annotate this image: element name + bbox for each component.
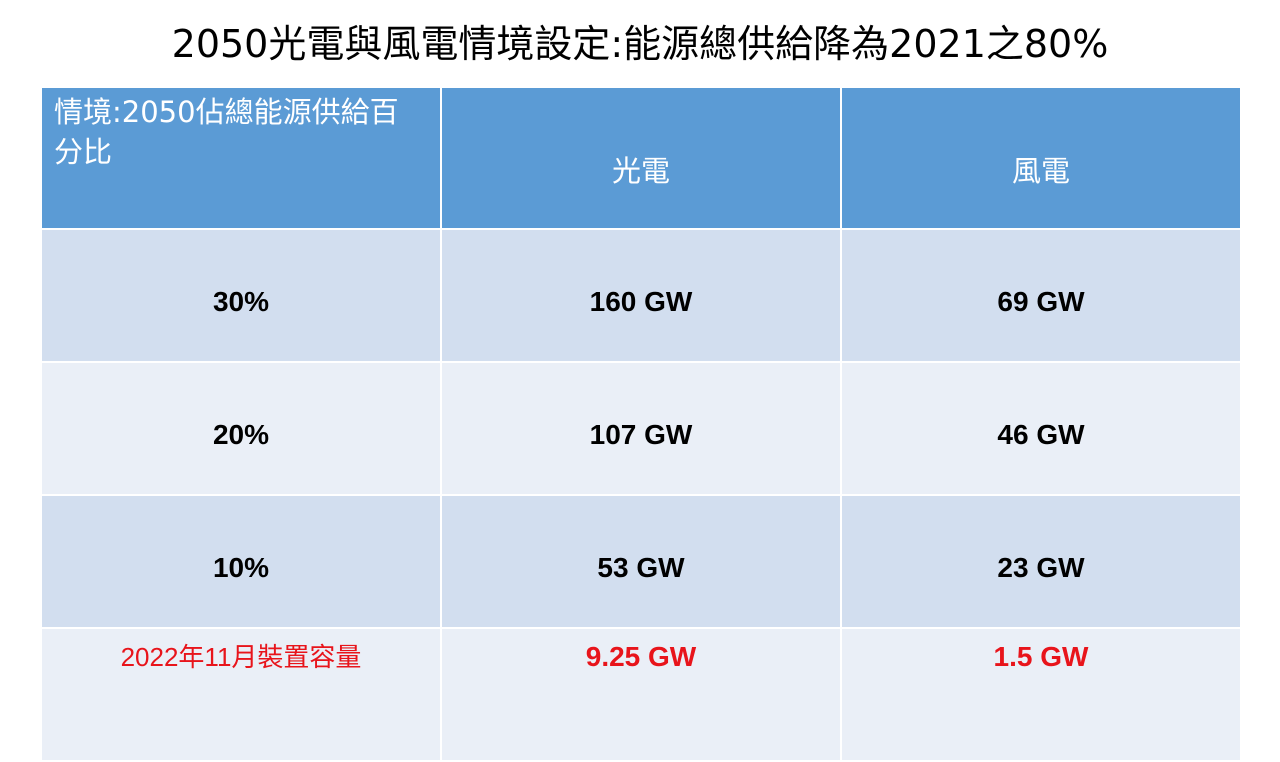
wind-capacity: 23 GW [840, 494, 1242, 629]
installed-capacity-row: 2022年11月裝置容量 9.25 GW 1.5 GW [40, 627, 1242, 762]
scenario-percent: 30% [40, 228, 442, 363]
slide-title: 2050光電與風電情境設定:能源總供給降為2021之80% [171, 22, 1109, 66]
solar-capacity: 107 GW [440, 361, 842, 496]
installed-wind: 1.5 GW [840, 627, 1242, 762]
scenario-percent: 10% [40, 494, 442, 629]
installed-solar: 9.25 GW [440, 627, 842, 762]
header-solar: 光電 [440, 86, 842, 230]
header-wind: 風電 [840, 86, 1242, 230]
wind-capacity: 69 GW [840, 228, 1242, 363]
solar-capacity: 160 GW [440, 228, 842, 363]
solar-capacity: 53 GW [440, 494, 842, 629]
table-row: 20% 107 GW 46 GW [40, 361, 1242, 496]
table-row: 10% 53 GW 23 GW [40, 494, 1242, 629]
header-scenario: 情境:2050佔總能源供給百分比 [40, 86, 442, 230]
table-header-row: 情境:2050佔總能源供給百分比 光電 風電 [40, 86, 1242, 230]
table-row: 30% 160 GW 69 GW [40, 228, 1242, 363]
installed-label: 2022年11月裝置容量 [40, 627, 442, 762]
scenario-table: 情境:2050佔總能源供給百分比 光電 風電 30% 160 GW 69 GW … [40, 86, 1242, 762]
scenario-percent: 20% [40, 361, 442, 496]
wind-capacity: 46 GW [840, 361, 1242, 496]
